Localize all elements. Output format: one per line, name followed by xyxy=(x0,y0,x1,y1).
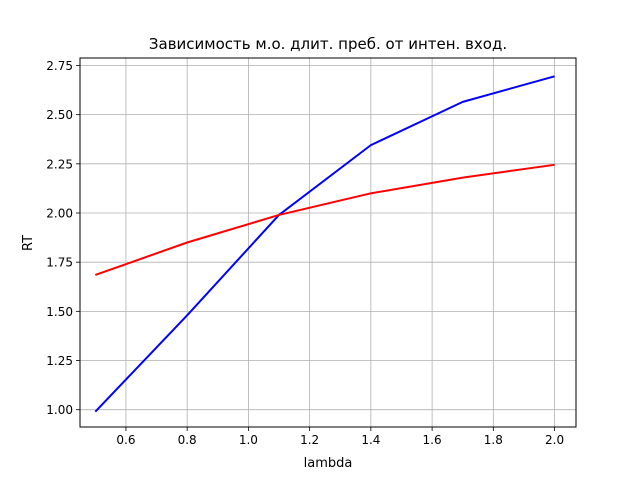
grid xyxy=(80,58,576,427)
plot-area xyxy=(80,58,576,427)
plot-frame xyxy=(79,57,577,428)
y-tick-label: 2.75 xyxy=(46,59,73,73)
series-layer xyxy=(94,75,555,413)
x-tick-label: 1.8 xyxy=(484,433,503,447)
series-line-2 xyxy=(94,163,555,276)
x-tick-label: 1.0 xyxy=(239,433,258,447)
x-tick-label: 1.6 xyxy=(423,433,442,447)
y-tick-label: 1.25 xyxy=(46,354,73,368)
x-tick-label: 0.8 xyxy=(178,433,197,447)
x-tick-label: 0.6 xyxy=(116,433,135,447)
y-tick-label: 2.50 xyxy=(46,108,73,122)
x-tick-label: 1.4 xyxy=(361,433,380,447)
x-axis-ticks: 0.6 0.8 1.0 1.2 1.4 1.6 1.8 2.0 xyxy=(116,427,564,447)
series-line-1 xyxy=(94,75,555,413)
y-axis-label: RT xyxy=(21,235,36,251)
x-axis-label: lambda xyxy=(304,456,353,471)
y-tick-label: 1.75 xyxy=(46,256,73,270)
y-tick-label: 2.25 xyxy=(46,157,73,171)
y-tick-label: 2.00 xyxy=(46,206,73,220)
y-axis-ticks: 1.00 1.25 1.50 1.75 2.00 2.25 2.50 2.75 xyxy=(46,59,80,417)
x-tick-label: 1.2 xyxy=(300,433,319,447)
y-tick-label: 1.00 xyxy=(46,403,73,417)
x-tick-label: 2.0 xyxy=(545,433,564,447)
y-tick-label: 1.50 xyxy=(46,305,73,319)
chart-title: Зависимость м.о. длит. преб. от интен. в… xyxy=(149,35,507,53)
